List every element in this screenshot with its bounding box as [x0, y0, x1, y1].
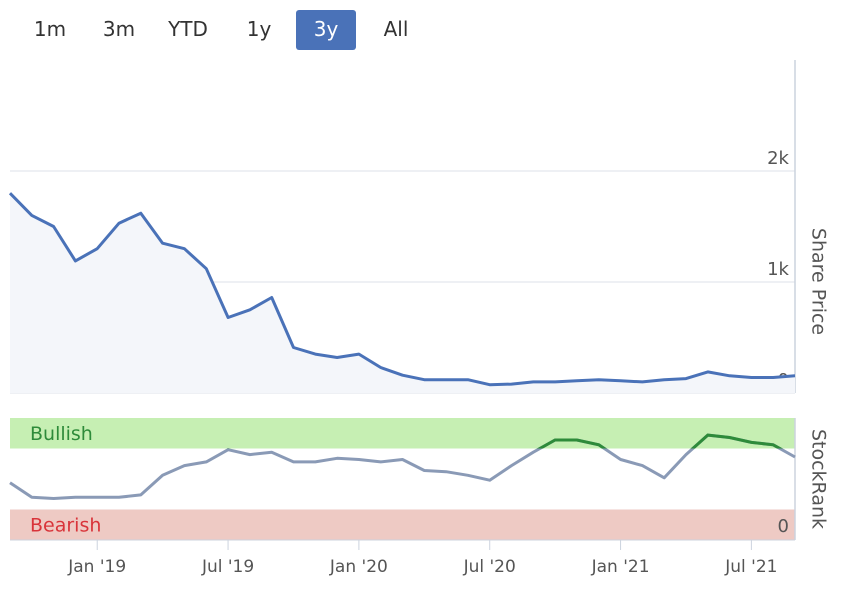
x-tick-label: Jan '20	[329, 557, 388, 577]
line	[8, 192, 796, 387]
x-tick-label: Jul '21	[724, 557, 777, 577]
range-button[interactable]: 3y	[296, 10, 356, 50]
y-axis-label: Share Price	[808, 228, 830, 335]
y-tick-label: 2k	[767, 148, 789, 169]
range-button[interactable]: 3m	[102, 17, 136, 41]
x-tick-label: Jul '20	[463, 557, 516, 577]
y-tick-label: 0	[778, 516, 789, 537]
area	[10, 193, 795, 393]
range-selector: 1m 3m YTD 1y 3y All	[0, 10, 845, 50]
range-button[interactable]: All	[383, 17, 409, 41]
band	[10, 418, 795, 449]
range-button[interactable]: 1m	[33, 17, 67, 41]
band-label: Bearish	[30, 514, 101, 536]
x-tick-label: Jul '19	[201, 557, 254, 577]
range-button[interactable]: YTD	[168, 17, 208, 41]
y-axis-label: StockRank	[808, 429, 830, 529]
y-tick-label: 1k	[767, 259, 789, 280]
band-label: Bullish	[30, 423, 93, 445]
line	[9, 433, 796, 500]
band	[10, 509, 795, 540]
x-tick-label: Jan '19	[67, 557, 126, 577]
x-tick-label: Jan '21	[591, 557, 650, 577]
range-button[interactable]: 1y	[246, 17, 272, 41]
